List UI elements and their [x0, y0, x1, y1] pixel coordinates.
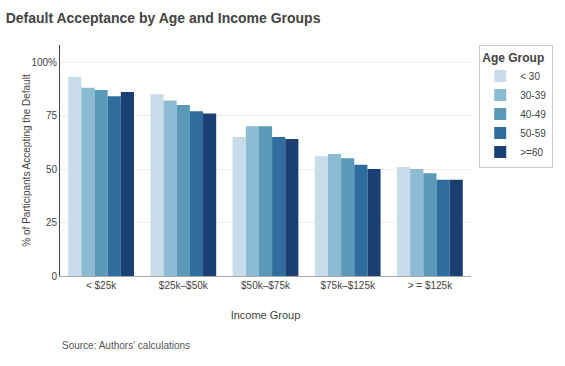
svg-text:> = $125k: > = $125k — [408, 280, 453, 291]
svg-text:Default Acceptance by Age and: Default Acceptance by Age and Income Gro… — [6, 10, 321, 26]
svg-text:100%: 100% — [31, 57, 57, 68]
svg-text:Income Group: Income Group — [231, 309, 301, 321]
svg-text:Age Group: Age Group — [482, 51, 544, 65]
svg-text:30-39: 30-39 — [520, 90, 546, 101]
svg-text:75: 75 — [46, 110, 58, 121]
svg-text:25: 25 — [46, 217, 58, 228]
svg-text:40-49: 40-49 — [520, 109, 546, 120]
svg-text:50-59: 50-59 — [520, 128, 546, 139]
svg-text:0: 0 — [51, 271, 57, 282]
svg-text:$25k–$50k: $25k–$50k — [159, 280, 209, 291]
svg-text:< $25k: < $25k — [86, 280, 117, 291]
svg-text:>=60: >=60 — [520, 147, 543, 158]
svg-text:Source: Authors' calculations: Source: Authors' calculations — [62, 340, 190, 351]
svg-text:< 30: < 30 — [520, 71, 540, 82]
svg-text:$50k–$75k: $50k–$75k — [241, 280, 291, 291]
svg-text:$75k–$125k: $75k–$125k — [320, 280, 375, 291]
svg-text:50: 50 — [46, 164, 58, 175]
svg-text:% of Participants Accepting th: % of Participants Accepting the Default — [21, 74, 32, 247]
